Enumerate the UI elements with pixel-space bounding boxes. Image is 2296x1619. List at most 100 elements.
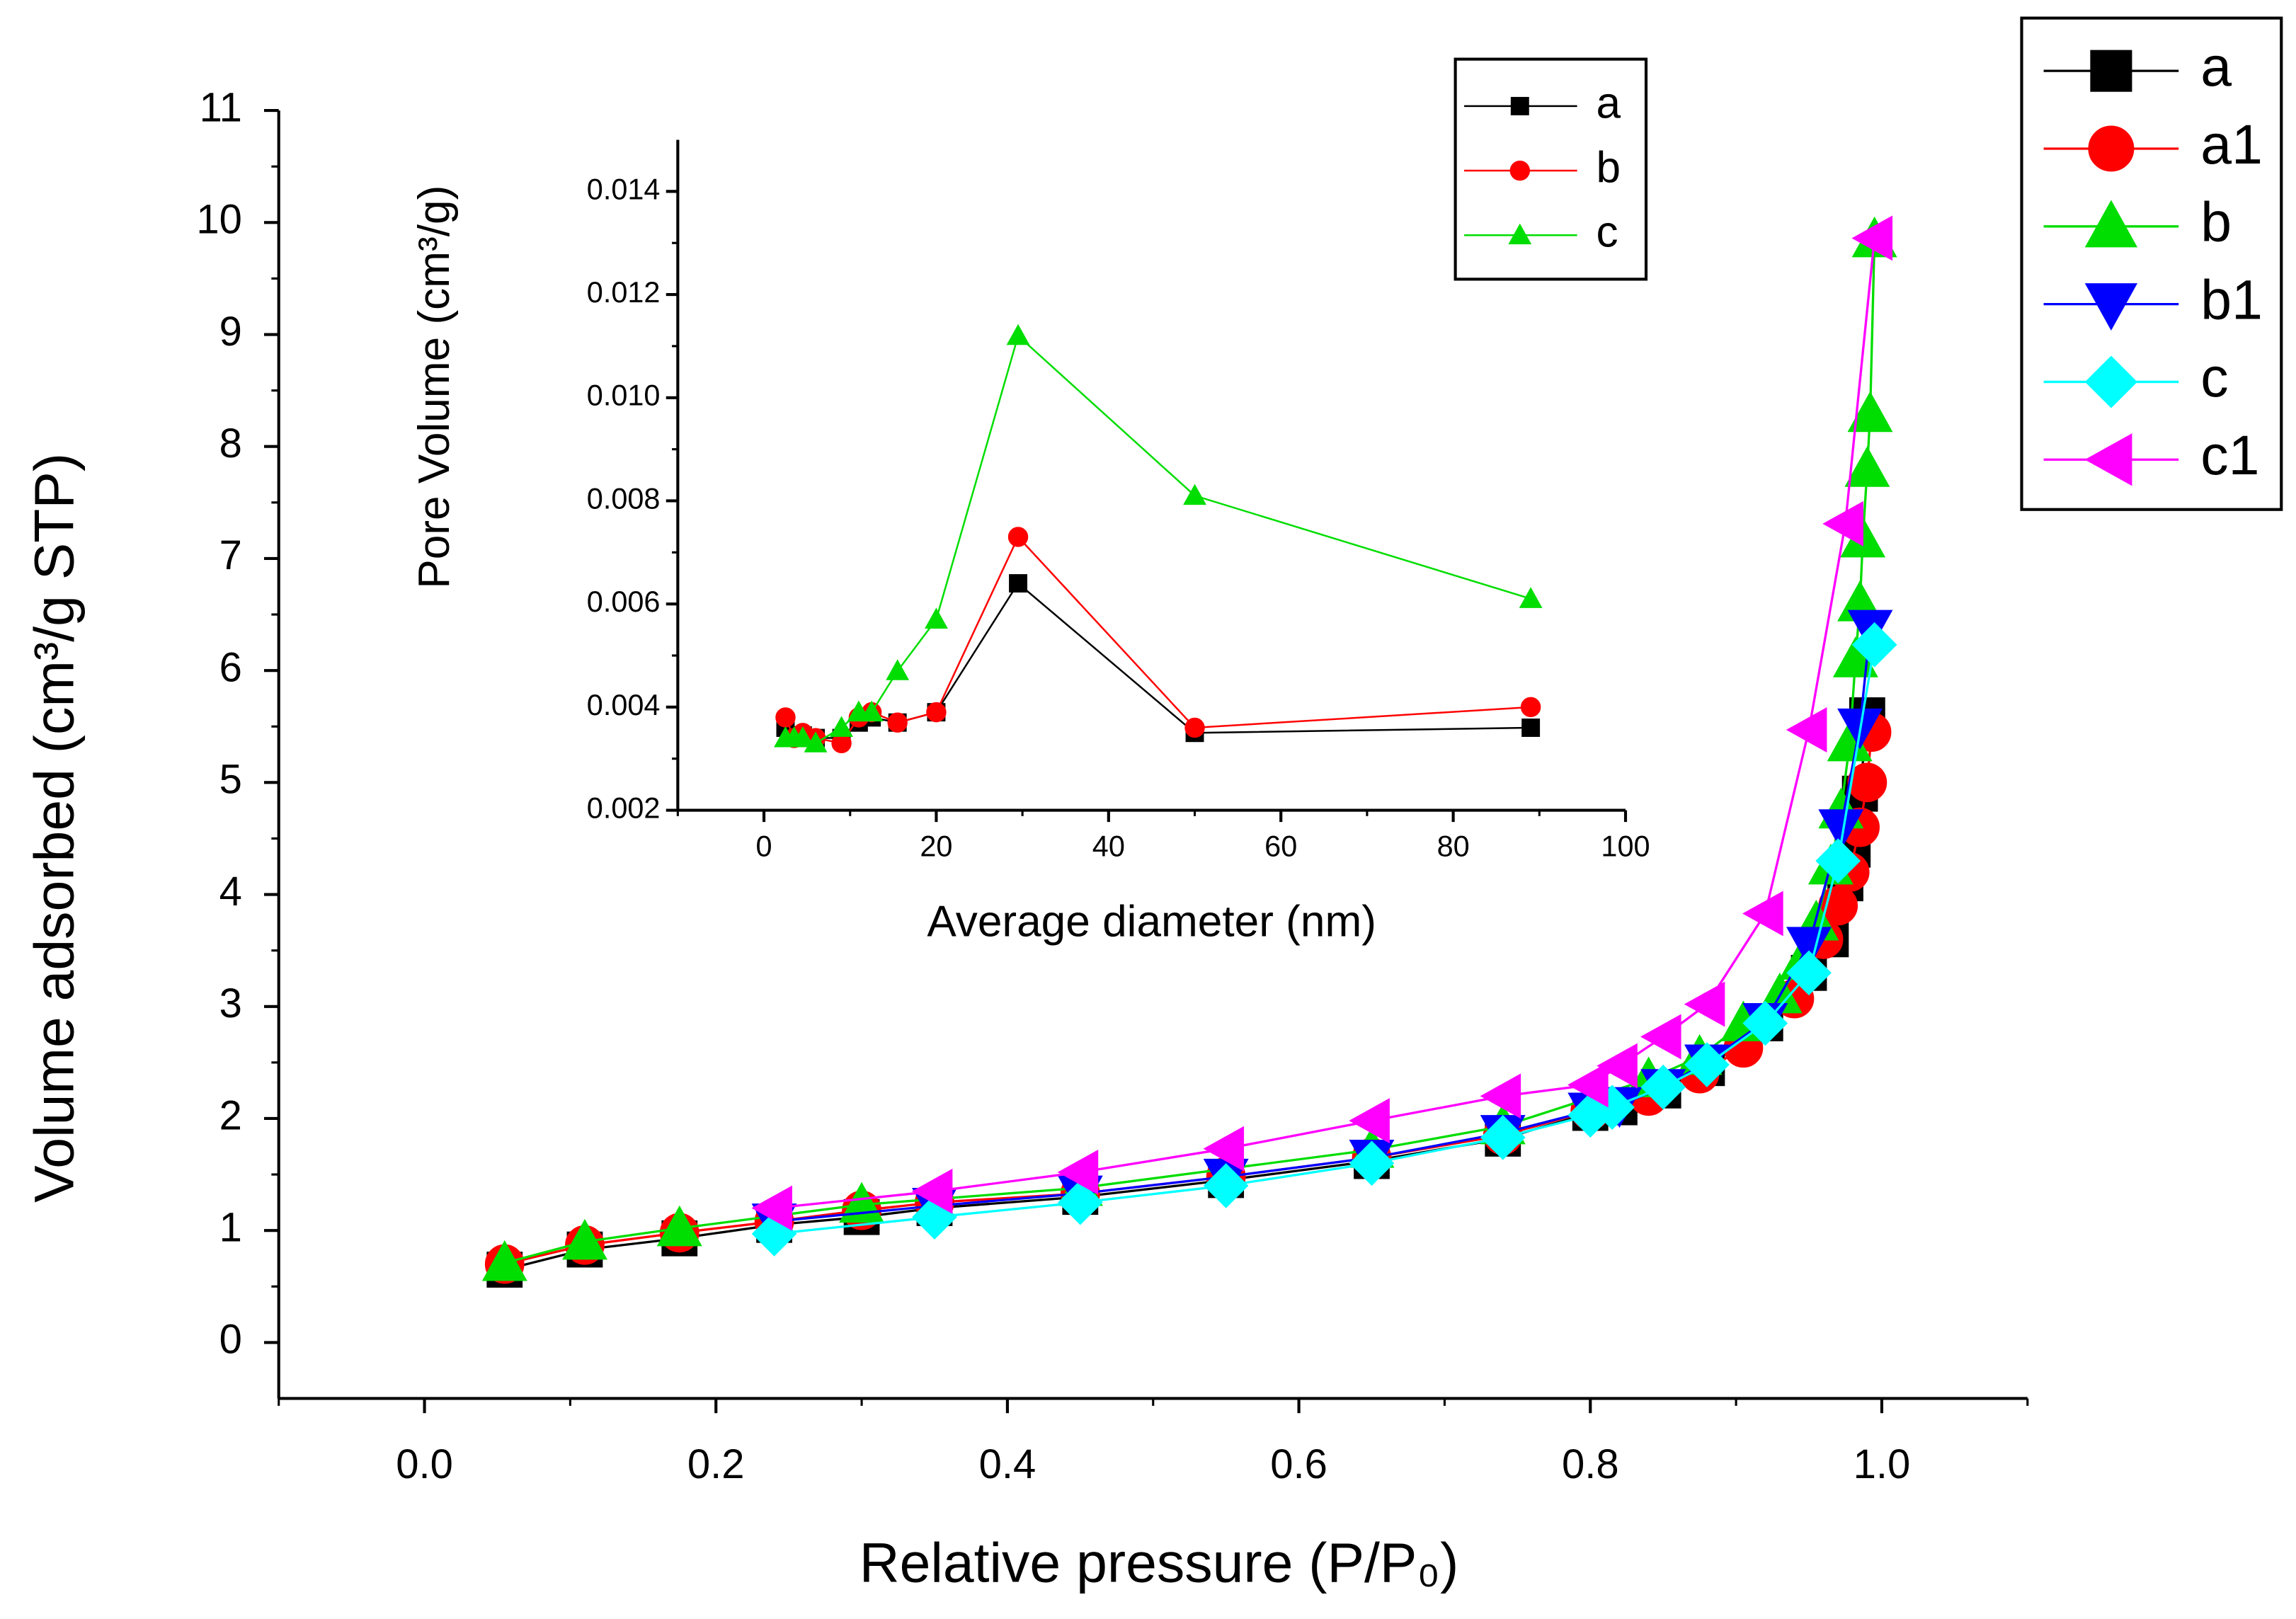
- legend-label: b: [1597, 143, 1621, 192]
- marker: [1597, 1043, 1638, 1089]
- marker: [1742, 891, 1783, 937]
- marker: [859, 700, 884, 722]
- marker: [1822, 500, 1863, 547]
- marker: [1184, 717, 1205, 738]
- y-tick-label: 0.014: [587, 172, 661, 205]
- x-tick-label: 1.0: [1854, 1441, 1911, 1487]
- marker: [1349, 1098, 1390, 1144]
- marker: [1521, 719, 1541, 737]
- marker: [2084, 200, 2138, 248]
- marker: [1510, 96, 1529, 115]
- legend-label: c: [1597, 208, 1618, 257]
- legend-box: [1453, 57, 1648, 281]
- x-tick-label: 60: [1264, 829, 1297, 862]
- x-tick-label: 0.2: [687, 1441, 745, 1487]
- marker: [1058, 1179, 1103, 1225]
- marker: [911, 1168, 953, 1214]
- x-tick-label: 0: [756, 829, 772, 862]
- x-tick-label: 0.6: [1270, 1441, 1327, 1487]
- y-tick-label: 0.004: [587, 688, 661, 721]
- marker: [1009, 574, 1028, 593]
- y-tick-label: 0.012: [587, 275, 661, 309]
- marker: [1684, 1042, 1730, 1087]
- y-tick-label: 2: [219, 1092, 242, 1138]
- marker: [1851, 622, 1897, 668]
- series-line: [785, 334, 1531, 745]
- series-line: [504, 715, 1869, 1271]
- marker: [1183, 484, 1206, 505]
- y-tick-label: 10: [196, 197, 242, 243]
- legend-label: c: [2200, 346, 2228, 408]
- x-axis-title: Relative pressure (P/P₀): [859, 1532, 1459, 1594]
- marker: [926, 702, 947, 723]
- y-tick-label: 4: [219, 869, 242, 915]
- marker: [2084, 283, 2138, 331]
- marker: [562, 1218, 607, 1260]
- y-tick-label: 0.006: [587, 585, 661, 618]
- marker: [1480, 1115, 1526, 1160]
- marker: [925, 607, 948, 629]
- marker: [775, 707, 796, 728]
- marker: [887, 712, 908, 733]
- marker: [1815, 838, 1861, 883]
- marker: [1349, 1140, 1395, 1186]
- legend-label: a1: [2200, 113, 2263, 176]
- y-tick-label: 11: [200, 84, 242, 130]
- legend-label: b1: [2200, 268, 2263, 331]
- marker: [1520, 697, 1541, 718]
- legend-label: b: [2200, 191, 2232, 253]
- legend: a a1 b b1 c c1: [2020, 16, 2283, 511]
- marker: [1519, 587, 1543, 608]
- y-tick-label: 0.010: [587, 379, 661, 412]
- legend-label: c1: [2200, 424, 2259, 486]
- y-axis-title: Volume adsorbed (cm³/g STP): [23, 453, 86, 1203]
- x-tick-label: 0.4: [979, 1441, 1036, 1487]
- marker: [1847, 391, 1893, 433]
- marker: [1509, 160, 1530, 181]
- marker: [1203, 1126, 1245, 1172]
- marker: [2084, 355, 2137, 408]
- marker: [791, 726, 815, 748]
- legend-label: a: [2200, 35, 2232, 98]
- marker: [2088, 125, 2135, 172]
- marker: [1786, 950, 1832, 996]
- x-tick-label: 0.0: [396, 1441, 453, 1487]
- y-tick-label: 7: [219, 532, 242, 578]
- y-axis-title: Pore Volume (cm³/g): [410, 185, 459, 589]
- y-tick-label: 0: [219, 1317, 242, 1363]
- y-tick-label: 8: [219, 421, 242, 467]
- marker: [886, 659, 910, 680]
- marker: [1508, 223, 1532, 245]
- y-tick-label: 9: [219, 309, 242, 355]
- marker: [481, 1240, 527, 1281]
- marker: [2090, 50, 2132, 92]
- marker: [1567, 1062, 1609, 1108]
- marker: [1007, 527, 1029, 547]
- marker: [656, 1205, 702, 1247]
- series-line: [784, 535, 1531, 745]
- y-tick-label: 1: [219, 1205, 242, 1251]
- legend-box: [2020, 16, 2283, 511]
- marker: [804, 731, 828, 753]
- legend: abc: [1453, 57, 1648, 281]
- marker: [1480, 1073, 1521, 1119]
- marker: [2084, 433, 2132, 486]
- y-tick-label: 3: [219, 980, 242, 1026]
- marker: [1786, 927, 1832, 968]
- x-axis-title: Average diameter (nm): [927, 898, 1376, 946]
- marker: [830, 716, 854, 737]
- marker: [1851, 215, 1893, 261]
- marker: [1844, 446, 1890, 487]
- marker: [1640, 1064, 1686, 1110]
- x-tick-label: 80: [1437, 829, 1470, 862]
- y-tick-label: 0.008: [587, 481, 661, 515]
- x-tick-label: 40: [1092, 829, 1125, 862]
- marker: [1203, 1163, 1249, 1208]
- x-tick-label: 20: [920, 829, 952, 862]
- marker: [1786, 707, 1827, 753]
- series-line: [504, 239, 1876, 1264]
- marker: [1057, 1149, 1099, 1195]
- marker: [1684, 981, 1725, 1027]
- inset-plot: 0.002 0.004 0.006 0.008 0.010 0.012 0.014 0 20 40…: [410, 57, 1650, 946]
